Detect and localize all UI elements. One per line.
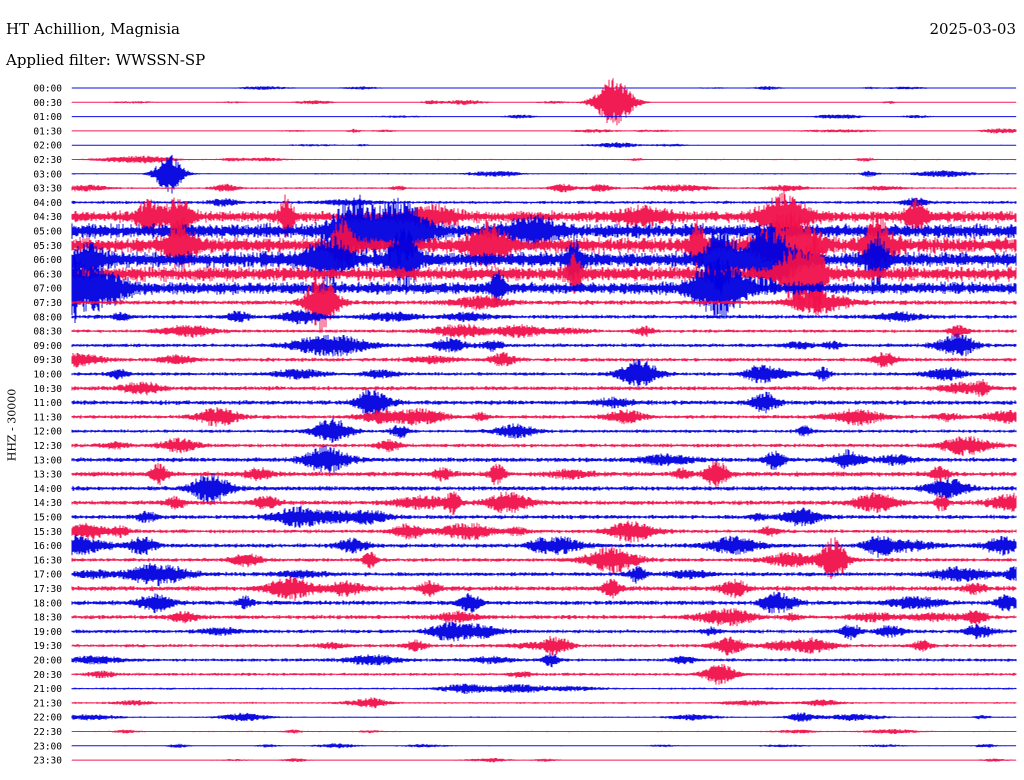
time-tick-label: 09:30	[33, 355, 62, 366]
trace-0700	[71, 255, 1017, 323]
time-tick-label: 19:30	[33, 641, 62, 652]
trace-0100	[71, 114, 1017, 119]
time-tick-label: 15:30	[33, 527, 62, 538]
trace-0800	[71, 309, 1017, 325]
trace-1800	[71, 591, 1017, 614]
trace-1030	[71, 379, 1017, 397]
time-tick-label: 11:00	[33, 398, 62, 409]
date-label: 2025-03-03	[929, 20, 1016, 38]
time-tick-label: 12:30	[33, 441, 62, 452]
trace-0300	[71, 154, 1017, 194]
time-tick-label: 22:00	[33, 713, 62, 724]
time-tick-label: 14:30	[33, 498, 62, 509]
trace-1600	[71, 534, 1017, 558]
trace-0230	[71, 155, 1017, 164]
trace-0530	[71, 211, 1017, 284]
trace-1830	[71, 608, 1017, 627]
trace-1300	[71, 445, 1017, 473]
time-ticks-group: 00:00 00:30 01:00 01:30 02:00 02:30 03:00 03:30…	[33, 84, 62, 767]
time-tick-label: 12:00	[33, 427, 62, 438]
time-tick-label: 01:30	[33, 126, 62, 137]
trace-2130	[71, 697, 1017, 709]
time-tick-label: 11:30	[33, 412, 62, 423]
time-tick-label: 00:30	[33, 98, 62, 109]
trace-1930	[71, 636, 1017, 656]
trace-1500	[71, 505, 1017, 528]
trace-1100	[71, 388, 1017, 418]
time-tick-label: 07:00	[33, 284, 62, 295]
time-tick-label: 20:30	[33, 670, 62, 681]
trace-2300	[71, 743, 1017, 749]
trace-1200	[71, 418, 1017, 443]
time-tick-label: 10:00	[33, 370, 62, 381]
trace-1130	[71, 407, 1017, 427]
trace-0830	[71, 323, 1017, 339]
time-tick-label: 06:00	[33, 255, 62, 266]
trace-2230	[71, 729, 1017, 734]
time-tick-label: 06:30	[33, 269, 62, 280]
traces-group	[71, 78, 1017, 763]
time-tick-label: 03:30	[33, 184, 62, 195]
trace-2100	[71, 683, 1017, 694]
trace-1430	[71, 491, 1017, 516]
trace-1700	[71, 562, 1017, 587]
time-tick-label: 18:30	[33, 613, 62, 624]
time-tick-label: 08:00	[33, 312, 62, 323]
time-tick-label: 16:30	[33, 555, 62, 566]
trace-0730	[71, 276, 1017, 331]
time-tick-label: 10:30	[33, 384, 62, 395]
time-tick-label: 15:00	[33, 513, 62, 524]
trace-1530	[71, 520, 1017, 543]
time-tick-label: 08:30	[33, 327, 62, 338]
time-tick-label: 13:00	[33, 455, 62, 466]
trace-1000	[71, 359, 1017, 387]
time-tick-label: 17:00	[33, 570, 62, 581]
time-tick-label: 09:00	[33, 341, 62, 352]
time-tick-label: 23:30	[33, 756, 62, 767]
time-tick-label: 07:30	[33, 298, 62, 309]
filter-label: Applied filter: WWSSN-SP	[6, 51, 206, 69]
time-tick-label: 23:00	[33, 741, 62, 752]
time-tick-label: 02:00	[33, 141, 62, 152]
trace-1330	[71, 461, 1017, 489]
trace-0030	[71, 78, 1017, 126]
time-tick-label: 13:30	[33, 470, 62, 481]
time-tick-label: 02:30	[33, 155, 62, 166]
trace-1900	[71, 621, 1017, 642]
trace-1230	[71, 436, 1017, 456]
time-tick-label: 04:30	[33, 212, 62, 223]
station-title: HT Achillion, Magnisia	[6, 20, 180, 38]
trace-1630	[71, 537, 1017, 579]
time-tick-label: 17:30	[33, 584, 62, 595]
time-tick-label: 21:30	[33, 698, 62, 709]
time-tick-label: 20:00	[33, 656, 62, 667]
trace-2200	[71, 712, 1017, 722]
time-tick-label: 05:00	[33, 227, 62, 238]
time-tick-label: 14:00	[33, 484, 62, 495]
trace-2330	[71, 758, 1017, 763]
time-tick-label: 18:00	[33, 598, 62, 609]
trace-1730	[71, 575, 1017, 601]
time-tick-label: 04:00	[33, 198, 62, 209]
time-tick-label: 21:00	[33, 684, 62, 695]
time-tick-label: 03:00	[33, 169, 62, 180]
time-tick-label: 05:30	[33, 241, 62, 252]
trace-0330	[71, 183, 1017, 193]
time-tick-label: 22:30	[33, 727, 62, 738]
trace-1400	[71, 473, 1017, 505]
time-tick-label: 00:00	[33, 84, 62, 95]
trace-2030	[71, 664, 1017, 685]
trace-0400	[71, 197, 1017, 208]
trace-0200	[71, 142, 1017, 148]
time-tick-label: 16:00	[33, 541, 62, 552]
trace-2000	[71, 653, 1017, 668]
trace-0930	[71, 352, 1017, 368]
trace-0130	[71, 128, 1017, 134]
trace-0000	[71, 86, 1017, 90]
time-tick-label: 19:00	[33, 627, 62, 638]
time-tick-label: 01:00	[33, 112, 62, 123]
trace-0900	[71, 333, 1017, 357]
